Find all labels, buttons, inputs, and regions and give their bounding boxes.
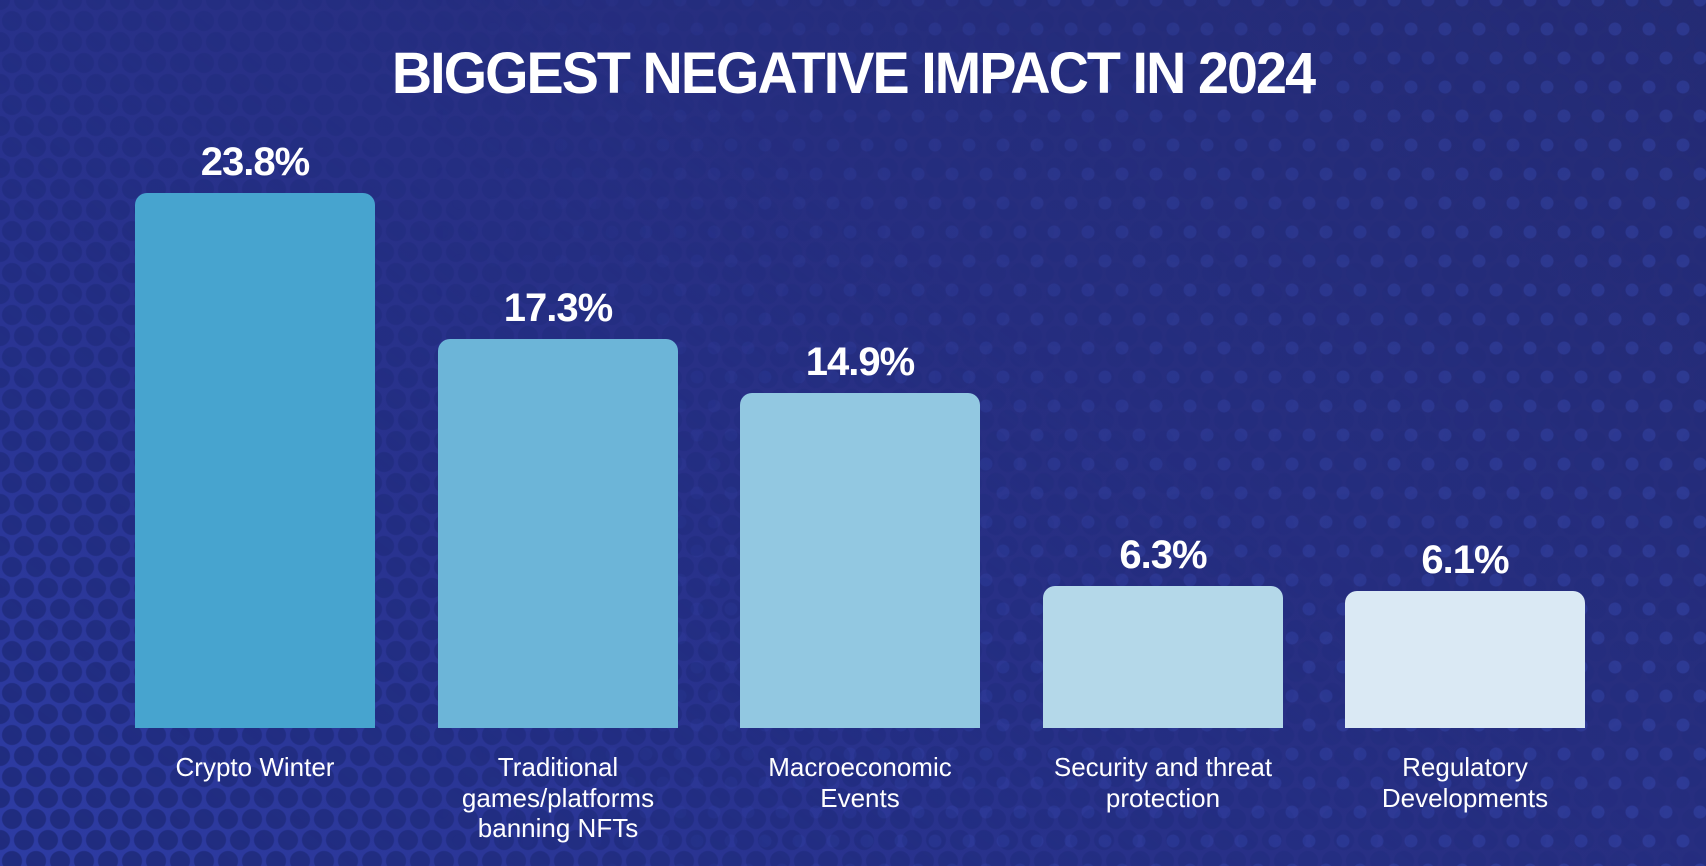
chart-title: BIGGEST NEGATIVE IMPACT IN 2024 [391, 41, 1316, 106]
bar-group: 17.3% Traditional games/platforms bannin… [438, 286, 678, 843]
bar-value-label: 17.3% [503, 286, 613, 330]
bar-value-label: 6.3% [1119, 533, 1207, 577]
category-label: Macroeconomic Events [768, 752, 952, 813]
bar-group: 23.8% Crypto Winter [135, 140, 375, 782]
bar [438, 339, 678, 728]
bar-value-label: 6.1% [1421, 538, 1509, 582]
category-label: Crypto Winter [175, 752, 335, 782]
bar [1043, 586, 1283, 728]
category-label: Traditional games/platforms banning NFTs [461, 752, 655, 844]
bar-group: 6.1% Regulatory Developments [1345, 538, 1585, 813]
bar [135, 193, 375, 728]
category-label: Regulatory Developments [1381, 752, 1549, 813]
bar-group: 6.3% Security and threat protection [1043, 533, 1283, 813]
bar [740, 393, 980, 728]
category-label: Security and threat protection [1053, 752, 1273, 813]
bar [1345, 591, 1585, 728]
bar-value-label: 14.9% [805, 340, 915, 384]
bar-value-label: 23.8% [200, 140, 310, 184]
bar-group: 14.9% Macroeconomic Events [740, 340, 980, 813]
